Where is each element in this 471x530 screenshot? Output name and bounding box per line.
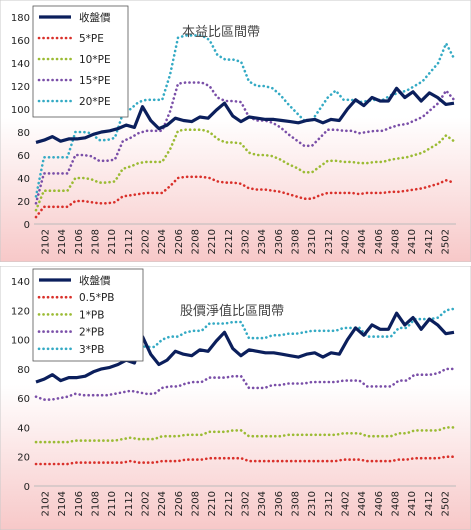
pb-series-line-0	[35, 311, 455, 384]
pb-legend-label-4: 3*PB	[79, 344, 104, 356]
pb-ytick-label: 60	[17, 394, 30, 405]
pe-series-line-3	[34, 81, 456, 205]
pe-ytick-label: 0	[24, 220, 30, 231]
pe-legend-label-3: 15*PE	[79, 75, 111, 87]
pe-xtick-label: 2410	[407, 229, 418, 254]
pe-xtick-label: 2212	[224, 229, 235, 254]
pe-series-line-4	[34, 34, 456, 198]
pe-ytick-label: 140	[11, 59, 30, 70]
pb-ytick-label: 120	[11, 306, 30, 317]
pe-chart-title: 本益比區間帶	[182, 25, 260, 40]
pb-xtick-label: 2302	[241, 491, 252, 516]
pe-ytick-label: 20	[17, 197, 30, 208]
pb-xtick-label: 2308	[291, 491, 302, 516]
pb-ytick-label: 0	[24, 482, 30, 493]
pe-xtick-label: 2406	[374, 229, 385, 254]
pe-legend-label-0: 收盤價	[79, 11, 111, 24]
pe-legend-label-1: 5*PE	[79, 33, 104, 45]
pe-legend-label-2: 10*PE	[79, 54, 111, 66]
pb-ytick-label: 140	[11, 277, 30, 288]
pe-xtick-label: 2112	[124, 229, 135, 254]
pe-xtick-label: 2306	[274, 229, 285, 254]
pb-xtick-label: 2210	[207, 491, 218, 516]
pe-xtick-label: 2402	[341, 229, 352, 254]
pb-xtick-label: 2112	[124, 491, 135, 516]
pe-legend	[32, 5, 129, 118]
pb-xtick-label: 2402	[341, 491, 352, 516]
pb-legend-label-2: 1*PB	[79, 309, 104, 321]
pb-legend-label-1: 0.5*PB	[79, 292, 114, 304]
pb-series-line-3	[34, 367, 456, 401]
pb-xtick-label: 2404	[357, 491, 368, 516]
pe-xtick-label: 2210	[207, 229, 218, 254]
pe-xtick-label: 2404	[357, 229, 368, 254]
pe-xtick-label: 2310	[307, 229, 318, 254]
pb-band-chart: 0 20 40 60 80 100 120 140 2102 2104 2106 2108 2110 21…	[0, 266, 471, 530]
pb-xtick-label: 2102	[41, 491, 52, 516]
pe-xtick-label: 2104	[57, 229, 68, 254]
pe-ytick-label: 80	[17, 128, 30, 139]
pe-xtick-label: 2102	[41, 229, 52, 254]
pb-ytick-label: 20	[17, 453, 30, 464]
pb-legend-label-0: 收盤價	[79, 274, 111, 287]
pb-xtick-label: 2110	[107, 491, 118, 516]
pe-xtick-label: 2308	[291, 229, 302, 254]
pb-xtick-label: 2204	[157, 491, 168, 516]
pe-xtick-label: 2202	[141, 229, 152, 254]
pb-xtick-label: 2412	[424, 491, 435, 516]
pb-xtick-label: 2306	[274, 491, 285, 516]
pe-legend-label-4: 20*PE	[79, 96, 111, 108]
pb-xtick-label: 2104	[57, 491, 68, 516]
pe-xtick-label: 2304	[257, 229, 268, 254]
pe-series-line-2	[34, 128, 456, 212]
pb-xtick-label: 2208	[191, 491, 202, 516]
pe-ytick-label: 160	[11, 36, 30, 47]
pe-ytick-label: 180	[11, 13, 30, 24]
pb-band-chart-svg: 0 20 40 60 80 100 120 140 2102 2104 2106 2108 2110 21…	[0, 266, 471, 530]
pb-xtick-label: 2312	[324, 491, 335, 516]
pb-xtick-label: 2106	[74, 491, 85, 516]
pb-legend	[32, 268, 144, 362]
pe-xtick-label: 2502	[441, 229, 452, 254]
pe-series-line-1	[34, 175, 456, 219]
pb-ytick-label: 40	[17, 423, 30, 434]
pe-xtick-label: 2408	[391, 229, 402, 254]
pb-xtick-label: 2108	[91, 491, 102, 516]
pe-xtick-label: 2110	[107, 229, 118, 254]
pb-chart-title: 股價淨值比區間帶	[180, 303, 284, 319]
pe-series-line-0	[35, 86, 455, 144]
pb-ytick-label: 80	[17, 365, 30, 376]
pe-xtick-label: 2204	[157, 229, 168, 254]
pe-ytick-label: 120	[11, 82, 30, 93]
pb-xtick-label: 2408	[391, 491, 402, 516]
pb-series-line-2	[34, 426, 456, 444]
pb-xtick-label: 2206	[174, 491, 185, 516]
pe-xtick-label: 2312	[324, 229, 335, 254]
pe-xtick-label: 2208	[191, 229, 202, 254]
pb-xtick-label: 2502	[441, 491, 452, 516]
pe-band-chart-svg: 0 20 40 60 80 100 120 140 160 180 2102 2104 2106 2108…	[0, 0, 471, 262]
pb-xtick-label: 2304	[257, 491, 268, 516]
pe-xtick-label: 2108	[91, 229, 102, 254]
pb-xtick-label: 2410	[407, 491, 418, 516]
pb-xtick-label: 2212	[224, 491, 235, 516]
pe-ytick-label: 60	[17, 151, 30, 162]
pb-series-line-1	[34, 455, 456, 466]
pb-ytick-label: 100	[11, 336, 30, 347]
pe-ytick-label: 40	[17, 174, 30, 185]
pe-xtick-label: 2106	[74, 229, 85, 254]
pe-xtick-label: 2206	[174, 229, 185, 254]
pb-xtick-label: 2406	[374, 491, 385, 516]
pe-band-chart: 0 20 40 60 80 100 120 140 160 180 2102 2104 2106 2108…	[0, 0, 471, 262]
pe-ytick-label: 100	[11, 105, 30, 116]
pe-xtick-label: 2302	[241, 229, 252, 254]
pb-xtick-label: 2202	[141, 491, 152, 516]
pb-legend-label-3: 2*PB	[79, 327, 104, 339]
pe-xtick-label: 2412	[424, 229, 435, 254]
pb-xtick-label: 2310	[307, 491, 318, 516]
